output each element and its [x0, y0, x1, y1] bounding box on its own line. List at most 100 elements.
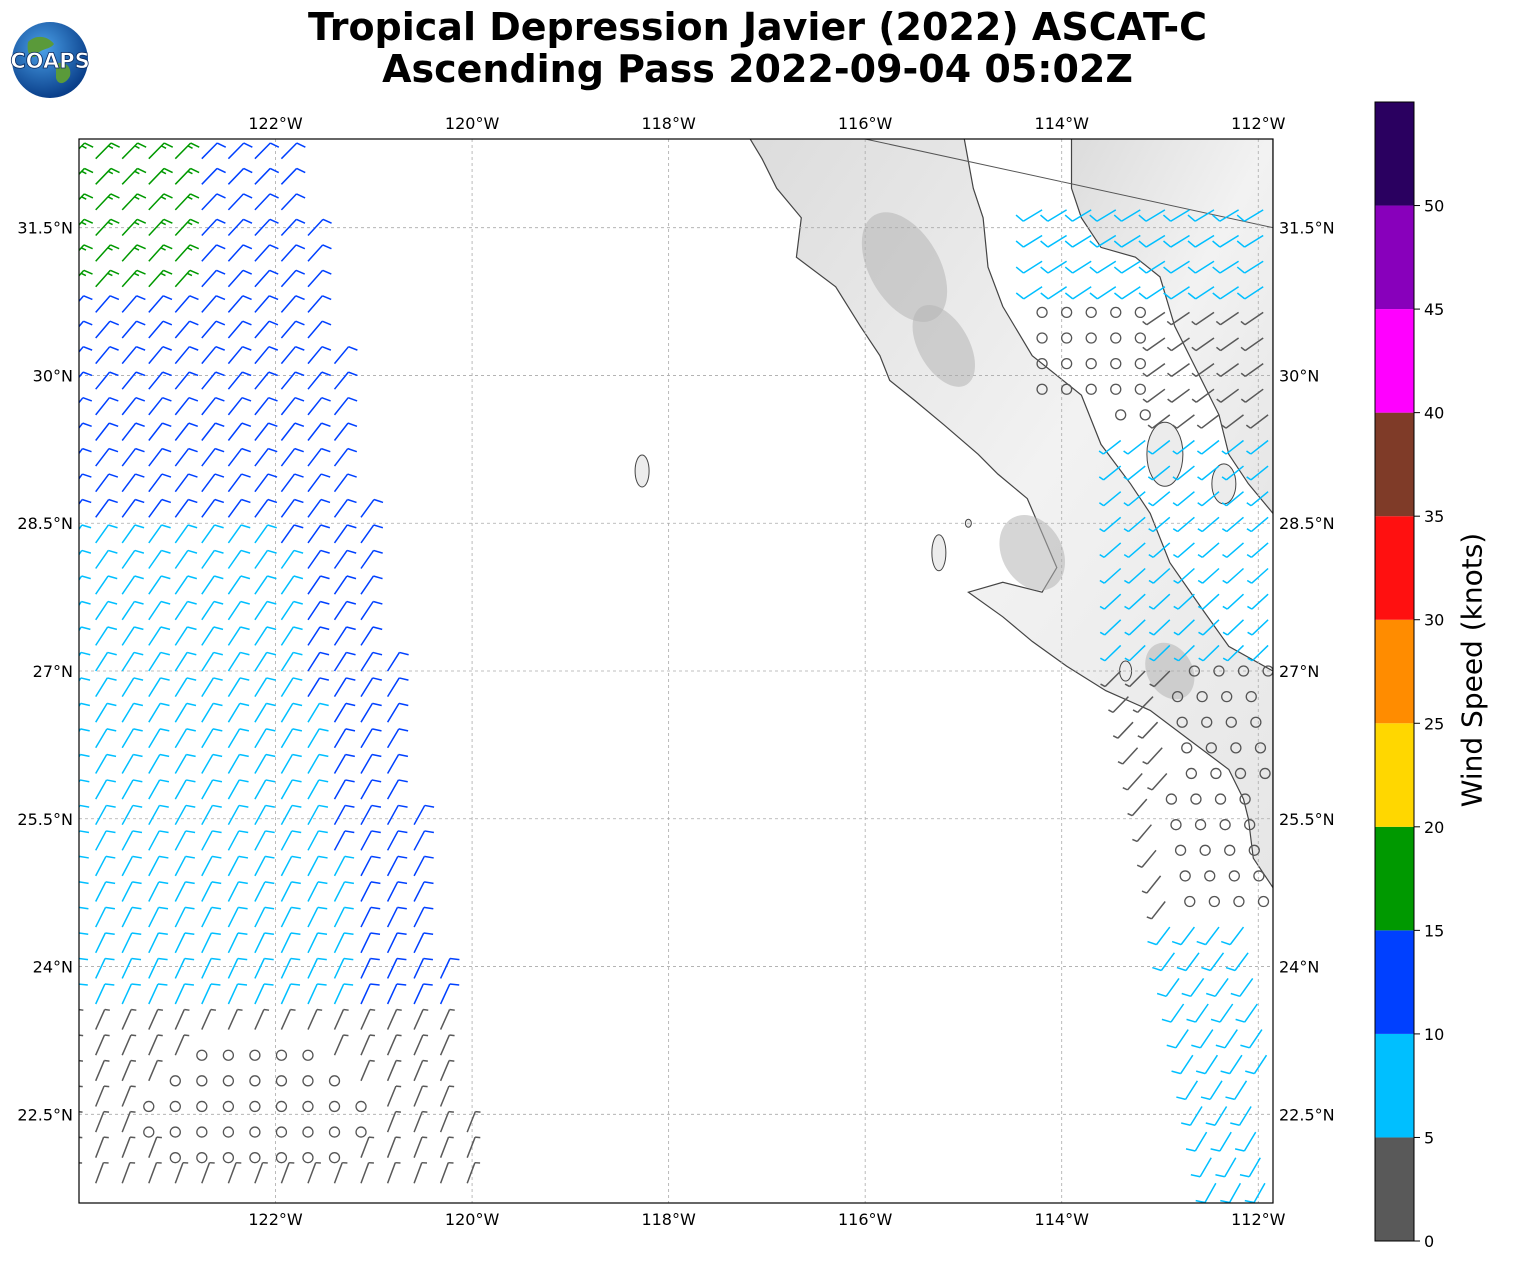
- wind-barb: [79, 269, 93, 288]
- wind-barb: [1172, 439, 1195, 455]
- wind-barb: [121, 1034, 137, 1056]
- wind-barb: [1040, 209, 1067, 222]
- wind-barb: [79, 1034, 84, 1037]
- wind-barb: [307, 600, 330, 621]
- wind-barb: [79, 142, 94, 160]
- wind-barb: [1112, 721, 1134, 739]
- colorbar-tick-label: 25: [1424, 714, 1444, 733]
- wind-barb: [201, 906, 222, 928]
- wind-barb: [1215, 337, 1240, 352]
- wind-barb: [1161, 1003, 1185, 1023]
- wind-barb: [227, 244, 253, 262]
- colorbar-tick-label: 20: [1424, 818, 1444, 837]
- wind-barb: [333, 804, 355, 826]
- wind-barb: [95, 218, 120, 237]
- wind-barb: [413, 881, 434, 902]
- wind-barb: [79, 881, 89, 902]
- wind-barb: [121, 983, 141, 1005]
- wind-barb: [254, 983, 274, 1005]
- wind-barb: [79, 473, 92, 493]
- calm-circle: [1233, 895, 1245, 908]
- calm-circle: [1134, 306, 1146, 319]
- wind-barb: [174, 371, 199, 390]
- wind-barb: [174, 957, 195, 979]
- wind-barb: [95, 677, 117, 697]
- wind-barb: [1099, 567, 1122, 584]
- wind-barb: [307, 269, 332, 288]
- wind-barb: [201, 728, 223, 749]
- wind-barb: [121, 932, 142, 954]
- wind-barb: [148, 193, 173, 211]
- wind-barb: [1136, 849, 1157, 868]
- wind-barb: [148, 1034, 163, 1056]
- wind-barb: [227, 295, 252, 313]
- calm-circle: [302, 1049, 314, 1061]
- wind-barb: [386, 1110, 401, 1133]
- calm-circle: [1085, 332, 1097, 344]
- wind-barb: [79, 753, 90, 774]
- wind-barb: [1098, 439, 1122, 455]
- wind-barb: [1089, 260, 1117, 274]
- wind-barb: [280, 677, 303, 697]
- wind-barb: [1163, 260, 1190, 274]
- wind-barb: [333, 447, 358, 467]
- wind-barb: [94, 1161, 109, 1184]
- wind-barb: [121, 244, 146, 262]
- wind-barb: [386, 932, 407, 954]
- wind-barb: [121, 473, 145, 493]
- wind-barb: [1221, 465, 1244, 481]
- wind-barb: [280, 830, 302, 851]
- calm-circle: [1199, 844, 1211, 856]
- wind-barb: [121, 830, 143, 851]
- wind-barb: [227, 1161, 242, 1184]
- wind-barb: [1197, 593, 1220, 610]
- wind-barb: [254, 702, 276, 723]
- calm-circle: [1204, 870, 1216, 882]
- wind-barb: [201, 167, 226, 185]
- lon-tick-label-top: 116°W: [838, 114, 893, 133]
- wind-barb: [1148, 491, 1171, 507]
- wind-barb: [95, 600, 118, 621]
- wind-barb: [1236, 260, 1264, 274]
- wind-barb: [1235, 1003, 1258, 1023]
- wind-barb: [307, 575, 330, 595]
- wind-barb: [333, 855, 355, 877]
- wind-barb: [1225, 952, 1249, 972]
- calm-circle: [1181, 742, 1193, 754]
- wind-barb: [280, 218, 306, 237]
- wind-barb: [386, 830, 408, 851]
- wind-barb: [121, 626, 144, 646]
- wind-barb: [201, 218, 226, 237]
- calm-circle: [1165, 793, 1178, 805]
- wind-barb: [1244, 1182, 1266, 1203]
- wind-barb: [254, 142, 280, 160]
- wind-barb: [1210, 1131, 1232, 1152]
- wind-barb: [79, 1085, 83, 1088]
- wind-barb: [227, 702, 250, 723]
- wind-barb: [466, 1136, 481, 1158]
- wind-barb: [1246, 465, 1269, 481]
- wind-barb: [1124, 593, 1146, 610]
- wind-barb: [333, 651, 356, 672]
- wind-barb: [1205, 977, 1229, 997]
- wind-barb: [360, 957, 380, 979]
- wind-barb: [1142, 388, 1166, 403]
- wind-barb: [174, 804, 196, 826]
- wind-barb: [1198, 619, 1220, 636]
- wind-barb: [307, 345, 332, 365]
- calm-circle: [1214, 793, 1227, 805]
- wind-barb: [1040, 234, 1067, 248]
- wind-barb: [201, 320, 226, 339]
- wind-barb: [254, 906, 275, 928]
- wind-barb: [1147, 926, 1171, 946]
- wind-barb: [307, 932, 328, 954]
- wind-barb: [333, 473, 357, 493]
- wind-barb: [121, 1008, 137, 1030]
- wind-barb: [1148, 516, 1171, 533]
- wind-barb: [148, 983, 168, 1005]
- wind-barb: [280, 957, 301, 979]
- wind-barb: [360, 753, 382, 774]
- calm-circle: [196, 1049, 208, 1061]
- calm-circle: [1085, 383, 1097, 395]
- wind-barb: [333, 498, 357, 518]
